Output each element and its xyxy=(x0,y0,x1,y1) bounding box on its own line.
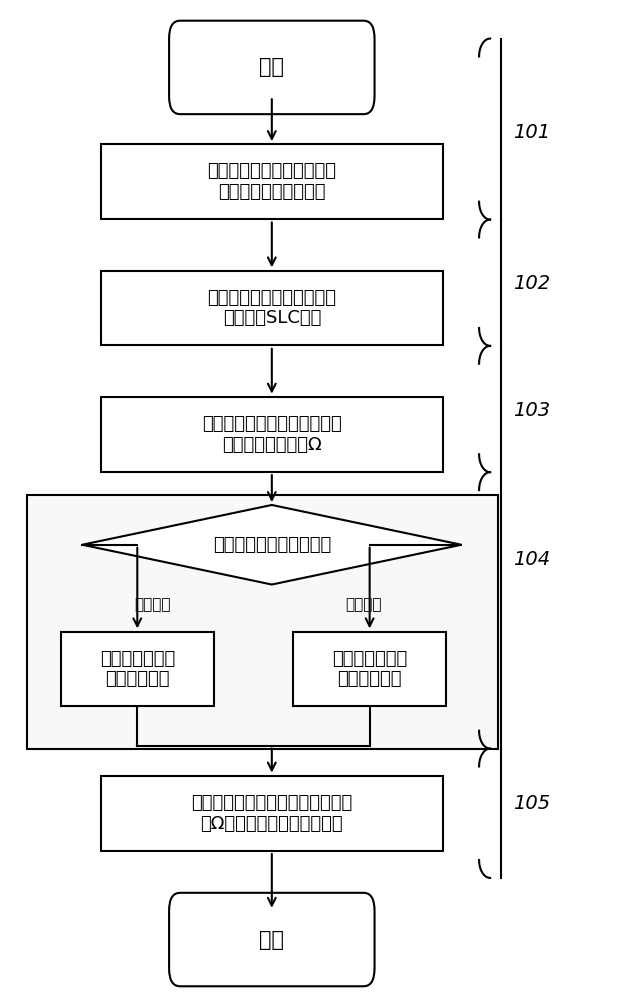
Bar xyxy=(61,632,213,706)
Text: 101: 101 xyxy=(513,123,550,142)
Text: 精度优先: 精度优先 xyxy=(346,597,382,612)
Bar xyxy=(101,397,443,472)
Text: 104: 104 xyxy=(513,550,550,569)
Text: 结束: 结束 xyxy=(259,930,284,950)
Text: 根据配置参数与精度要求确
定填充路径间距和层厚: 根据配置参数与精度要求确 定填充路径间距和层厚 xyxy=(207,162,336,201)
Text: 102: 102 xyxy=(513,274,550,293)
Text: 开始: 开始 xyxy=(259,57,284,77)
FancyBboxPatch shape xyxy=(169,21,375,114)
Text: 效率优先: 效率优先 xyxy=(135,597,171,612)
Text: 103: 103 xyxy=(513,401,550,420)
Text: 根据层厚利用分层软件获得
三维实体SLC文件: 根据层厚利用分层软件获得 三维实体SLC文件 xyxy=(207,289,336,327)
Bar xyxy=(27,495,498,749)
Text: 判断当前层片的优先原则: 判断当前层片的优先原则 xyxy=(213,536,331,554)
Bar xyxy=(101,271,443,345)
Text: 效率优先原则确
定扫描线倾角: 效率优先原则确 定扫描线倾角 xyxy=(100,650,175,688)
Text: 根据确定倾角的扫描线与偏置多边
形Ω的交点生成内部填充路径: 根据确定倾角的扫描线与偏置多边 形Ω的交点生成内部填充路径 xyxy=(191,794,352,833)
Polygon shape xyxy=(82,505,462,585)
Text: 生成轮廓偏置路径并获得偏置
路径的偏置多边形Ω: 生成轮廓偏置路径并获得偏置 路径的偏置多边形Ω xyxy=(202,415,342,454)
Text: 105: 105 xyxy=(513,794,550,813)
Text: 精度优先原则确
定扫描线倾角: 精度优先原则确 定扫描线倾角 xyxy=(332,650,407,688)
Bar xyxy=(293,632,446,706)
FancyBboxPatch shape xyxy=(169,893,375,986)
Bar xyxy=(101,776,443,851)
Bar xyxy=(101,144,443,219)
